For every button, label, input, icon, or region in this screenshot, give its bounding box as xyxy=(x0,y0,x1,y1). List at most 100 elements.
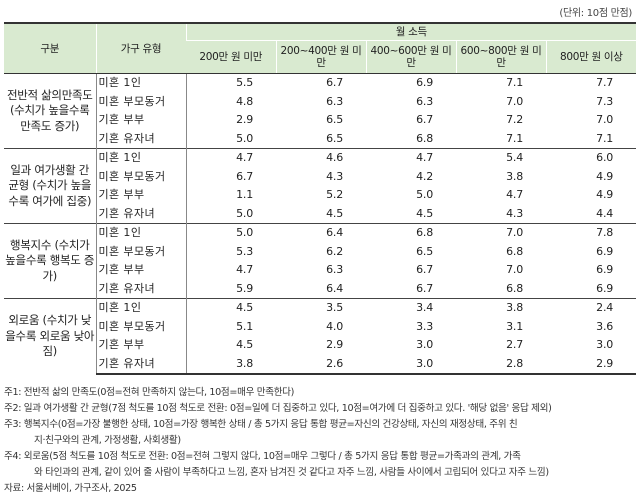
value-cell: 3.1 xyxy=(506,319,523,333)
table-row: 기혼 부부 1.1 5.2 5.0 4.7 4.9 xyxy=(4,186,636,205)
value-cell: 6.3 xyxy=(326,263,343,276)
value-cell: 6.9 xyxy=(366,73,456,93)
footnote-3: 주3: 행복지수(0점=가장 불행한 상태, 10점=가장 행복한 상태 / 총… xyxy=(4,419,518,430)
value-cell: 2.7 xyxy=(506,338,523,351)
value-cell: 3.8 xyxy=(506,169,523,183)
value-cell: 4.3 xyxy=(326,169,343,183)
value-cell: 4.3 xyxy=(506,206,523,220)
household-type-cell: 기혼 유자녀 xyxy=(96,204,187,224)
header-income-group: 월 소득 xyxy=(185,22,637,41)
value-cell: 3.0 xyxy=(366,354,456,375)
value-cell: 6.7 xyxy=(416,113,433,126)
header-income-bracket: 400~600만 원 미만 xyxy=(365,40,456,74)
value-cell: 3.8 xyxy=(186,354,276,375)
value-cell: 2.9 xyxy=(326,338,343,351)
value-cell: 2.4 xyxy=(546,298,637,318)
value-cell: 7.0 xyxy=(506,263,523,276)
value-cell: 7.7 xyxy=(546,73,637,93)
table-row: 행복지수 (수치가 높을수록 행복도 증가) 미혼 1인 5.0 6.4 6.8 7.0 7… xyxy=(4,223,637,299)
footnote-3-cont: 지·친구와의 관계, 가정생활, 사회생활) xyxy=(34,435,181,446)
value-cell: 6.3 xyxy=(326,94,343,108)
value-cell: 6.5 xyxy=(326,131,343,145)
source-note: 자료: 서울서베이, 가구조사, 2025 xyxy=(4,483,137,494)
value-cell: 4.7 xyxy=(366,148,456,168)
household-type-cell: 기혼 부부 xyxy=(96,336,187,355)
value-cell: 6.9 xyxy=(596,281,614,295)
value-cell: 2.9 xyxy=(236,113,253,126)
value-cell: 4.7 xyxy=(186,148,276,168)
value-cell: 4.5 xyxy=(326,206,343,220)
household-type-cell: 미혼 부모동거 xyxy=(96,167,187,186)
value-cell: 7.0 xyxy=(596,113,614,126)
value-cell: 4.5 xyxy=(416,206,433,220)
value-cell: 7.1 xyxy=(506,131,523,145)
value-cell: 2.9 xyxy=(546,354,637,375)
value-cell: 6.7 xyxy=(276,73,366,93)
table-row: 기혼 유자녀 5.0 6.5 6.8 7.1 7.1 xyxy=(4,129,636,149)
header-category: 구분 xyxy=(4,22,96,74)
value-cell: 3.0 xyxy=(596,338,614,351)
value-cell: 6.7 xyxy=(416,281,433,295)
value-cell: 6.8 xyxy=(416,131,433,145)
value-cell: 6.5 xyxy=(416,244,433,258)
value-cell: 7.2 xyxy=(506,113,523,126)
category-cell: 일과 여가생활 간 균형 (수치가 높을수록 여가에 집중) xyxy=(4,148,97,224)
household-type-cell: 미혼 부모동거 xyxy=(96,317,187,336)
category-cell: 전반적 삶의만족도 (수치가 높을수록 만족도 증가) xyxy=(4,73,97,149)
table-row: 기혼 유자녀 5.9 6.4 6.7 6.8 6.9 xyxy=(4,279,636,299)
table-row: 기혼 부부 2.9 6.5 6.7 7.2 7.0 xyxy=(4,111,636,130)
table-row: 전반적 삶의만족도 (수치가 높을수록 만족도 증가) 미혼 1인 5.5 6.7 6.… xyxy=(4,73,637,149)
value-cell: 5.0 xyxy=(236,206,253,220)
value-cell: 1.1 xyxy=(236,188,253,201)
value-cell: 7.3 xyxy=(596,94,614,108)
household-type-cell: 미혼 1인 xyxy=(96,148,187,168)
header-household-type: 가구 유형 xyxy=(95,22,186,74)
value-cell: 5.2 xyxy=(326,188,343,201)
value-cell: 6.3 xyxy=(416,94,433,108)
household-type-cell: 미혼 1인 xyxy=(96,298,187,318)
table-row: 일과 여가생활 간 균형 (수치가 높을수록 여가에 집중) 미혼 1인 4.7 4.… xyxy=(4,148,637,224)
value-cell: 5.3 xyxy=(236,244,253,258)
value-cell: 6.8 xyxy=(506,244,523,258)
table-row: 미혼 부모동거 5.1 4.0 3.3 3.1 3.6 xyxy=(4,317,636,336)
value-cell: 3.6 xyxy=(596,319,614,333)
table-row: 기혼 유자녀 3.8 2.6 3.0 2.8 2.9 xyxy=(4,354,637,375)
value-cell: 3.5 xyxy=(276,298,366,318)
value-cell: 4.2 xyxy=(416,169,433,183)
table-row: 미혼 부모동거 5.3 6.2 6.5 6.8 6.9 xyxy=(4,242,636,261)
value-cell: 6.0 xyxy=(546,148,637,168)
footnote-4-cont: 와 타인과의 관계, 같이 있어 줄 사람이 부족하다고 느낌, 혼자 남겨진 … xyxy=(34,467,549,478)
value-cell: 6.9 xyxy=(596,263,614,276)
household-type-cell: 미혼 1인 xyxy=(96,223,187,243)
value-cell: 3.4 xyxy=(366,298,456,318)
value-cell: 4.7 xyxy=(236,263,253,276)
household-type-cell: 기혼 유자녀 xyxy=(96,129,187,149)
value-cell: 4.5 xyxy=(186,298,276,318)
household-type-cell: 미혼 부모동거 xyxy=(96,242,187,261)
table-row: 미혼 부모동거 4.8 6.3 6.3 7.0 7.3 xyxy=(4,92,636,111)
value-cell: 4.8 xyxy=(236,94,253,108)
value-cell: 4.5 xyxy=(236,338,253,351)
value-cell: 5.1 xyxy=(236,319,253,333)
value-cell: 6.9 xyxy=(596,244,614,258)
header-income-bracket: 200만 원 미만 xyxy=(186,40,276,74)
value-cell: 2.6 xyxy=(276,354,366,375)
table-row: 외로움 (수치가 낮을수록 외로움 낮아짐) 미혼 1인 4.5 3.5 3.4 3.8 2… xyxy=(4,298,637,374)
table-body: 전반적 삶의만족도 (수치가 높을수록 만족도 증가) 미혼 1인 5.5 6.7 6.… xyxy=(4,73,637,375)
footnotes: 주1: 전반적 삶의 만족도(0점=전혀 만족하지 않는다, 10점=매우 만족… xyxy=(4,385,636,497)
value-cell: 6.2 xyxy=(326,244,343,258)
value-cell: 6.4 xyxy=(326,281,343,295)
household-type-cell: 기혼 부부 xyxy=(96,186,187,205)
value-cell: 6.8 xyxy=(366,223,456,243)
table-row: 기혼 유자녀 5.0 4.5 4.5 4.3 4.4 xyxy=(4,204,636,224)
value-cell: 7.8 xyxy=(546,223,637,243)
value-cell: 4.9 xyxy=(596,169,614,183)
value-cell: 5.5 xyxy=(186,73,276,93)
household-type-cell: 기혼 부부 xyxy=(96,261,187,280)
household-type-cell: 기혼 부부 xyxy=(96,111,187,130)
header-income-bracket: 200~400만 원 미만 xyxy=(275,40,366,74)
footnote-4: 주4: 외로움(5점 척도를 10점 척도로 전환: 0점=전혀 그렇지 않다,… xyxy=(4,451,521,462)
household-type-cell: 기혼 유자녀 xyxy=(96,354,187,375)
unit-label: (단위: 10점 만점) xyxy=(559,8,632,19)
value-cell: 3.3 xyxy=(416,319,433,333)
